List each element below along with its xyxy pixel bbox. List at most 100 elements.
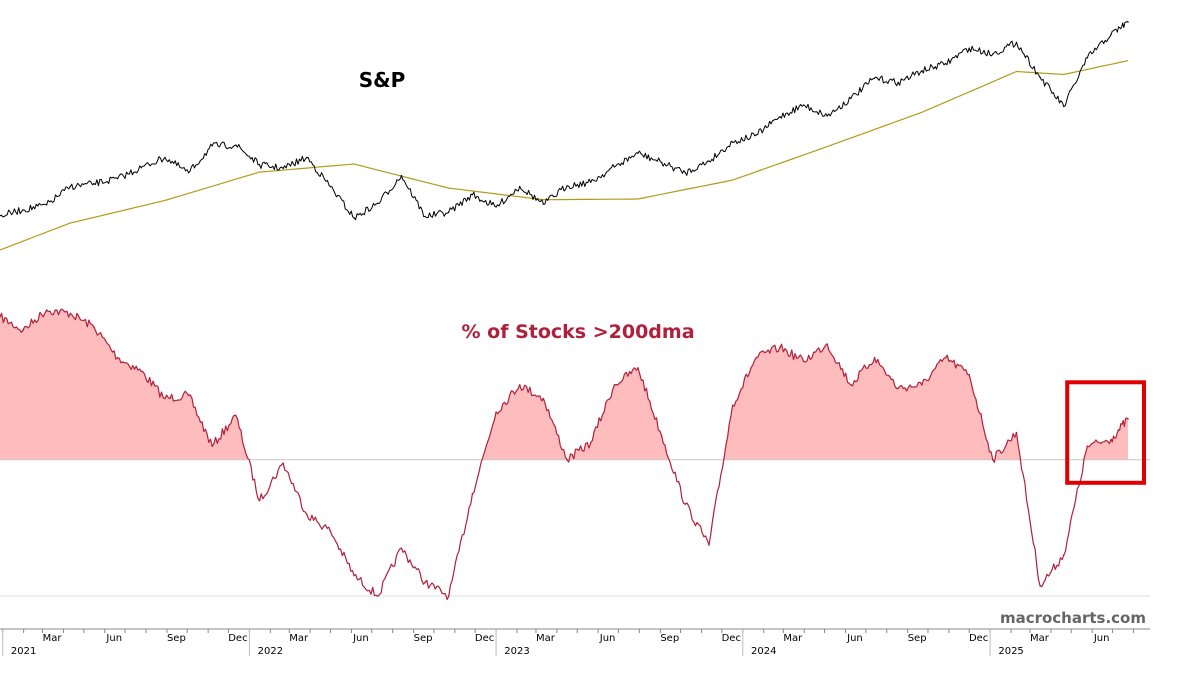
breadth-point [471,493,474,495]
sp-price-point [708,160,710,162]
sp-price-point [542,203,545,205]
breadth-point [566,459,568,461]
breadth-point [377,595,379,597]
breadth-point [1127,418,1129,420]
sp-price-point [353,217,355,219]
sp-price-point [850,97,852,100]
sp-price-point [211,145,213,147]
highlight-box [1065,380,1146,485]
month-tick-label: Mar [536,633,556,644]
sp-price-point [424,215,426,218]
sp-price-point [471,193,474,196]
breadth-point [258,499,261,502]
breadth-point [708,544,710,546]
watermark: macrocharts.com [1000,609,1146,627]
year-tick-label: 2022 [258,646,283,657]
sp-price-point [802,104,805,106]
sp-price-point [566,185,568,187]
breadth-point [873,356,876,359]
breadth-point [637,367,639,369]
month-tick-label: Dec [969,633,988,644]
sp-price-point [826,115,828,117]
breadth-point [850,384,852,386]
sp-price-point [921,70,923,72]
time-axis: Mar Jun Sep Dec Mar Jun Sep Dec Mar Jun Sep Dec Mar J… [0,628,1150,657]
sp-price-point [187,172,190,174]
sp-price-point [235,144,237,146]
month-tick-label: Mar [783,633,803,644]
sp-price-point [45,204,48,206]
sp-price-point [448,211,450,213]
sp-200dma-line [0,60,1129,251]
breadth-point [93,326,95,328]
sp-price-point [660,161,663,164]
breadth-point [992,459,994,461]
month-tick-label: Sep [167,633,186,644]
sp-price-point [755,134,757,136]
sp-price-point [1086,56,1089,59]
sp-price-point [1127,21,1129,23]
breadth-point [447,595,450,597]
breadth-point [353,574,355,577]
month-tick-label: Jun [846,633,863,644]
sp-price-point [329,185,332,188]
month-tick-label: Dec [228,633,247,644]
breadth-point [944,356,947,359]
breadth-point [211,445,214,447]
sp-price-point [164,156,166,159]
breadth-above-fill [0,309,1128,460]
breadth-point [542,397,545,400]
breadth-point [518,384,521,386]
breadth-point [45,309,48,311]
breadth-point [1110,438,1112,441]
breadth-point [400,547,403,550]
sp-price-point [22,209,24,211]
sp-price-line [0,21,1129,221]
sp-price-point [968,47,970,49]
sp-price-point [1110,33,1112,36]
sp-price-point [731,141,734,143]
sp-price-point [1015,41,1018,44]
breadth-point [424,581,426,584]
sp-price-point [400,174,403,177]
breadth-point [968,373,970,376]
sp-price-point [0,215,1,217]
month-tick-label: Sep [660,633,679,644]
month-tick-label: Sep [908,633,927,644]
sp-price-point [519,185,521,188]
sp-price-point [116,177,119,180]
month-tick-label: Dec [722,633,741,644]
breadth-point [897,387,900,390]
breadth-panel [0,308,1150,601]
breadth-point [921,384,923,386]
sp-panel [0,21,1129,251]
sp-price-point [306,156,308,159]
breadth-point [1039,584,1041,587]
sp-price-point [589,181,592,183]
breadth-point [589,441,592,444]
month-tick-label: Jun [1093,633,1110,644]
sp-price-point [897,81,899,84]
sp-price-point [992,53,994,55]
sp-price-point [282,167,284,170]
year-tick-label: 2025 [998,646,1023,657]
sp-price-point [140,166,142,169]
breadth-point [1086,445,1089,447]
breadth-point [755,356,758,359]
breadth-point [187,394,190,396]
year-tick-label: 2024 [751,646,776,657]
breadth-point [329,530,332,533]
month-tick-label: Mar [43,633,63,644]
sp-price-point [495,206,497,208]
sp-price-point [377,202,379,205]
month-tick-label: Mar [1030,633,1050,644]
sp-price-point [684,172,687,174]
sp-price-point [613,166,616,168]
breadth-point [22,329,24,332]
breadth-point [1062,554,1065,556]
month-tick-label: Sep [414,633,433,644]
sp-price-point [637,152,639,154]
sp-price-point [1063,105,1065,108]
